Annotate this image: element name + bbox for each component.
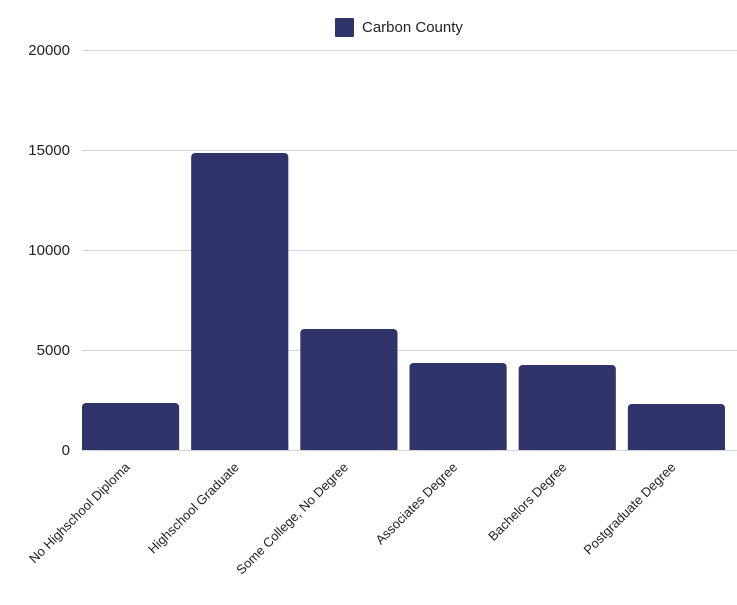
y-tick-label: 20000 bbox=[28, 42, 70, 59]
x-tick-label: No Highschool Diploma bbox=[26, 459, 133, 566]
x-tick-label: Associates Degree bbox=[372, 460, 460, 548]
y-tick-label: 15000 bbox=[28, 142, 70, 159]
bar-base bbox=[409, 445, 507, 450]
bar bbox=[409, 363, 507, 450]
legend-label: Carbon County bbox=[362, 19, 463, 36]
x-axis-labels: No Highschool Diploma Highschool Graduate… bbox=[26, 459, 678, 577]
legend: Carbon County bbox=[335, 18, 463, 37]
bar-base bbox=[627, 445, 725, 450]
y-tick-label: 0 bbox=[62, 442, 70, 459]
bar bbox=[82, 403, 180, 450]
x-tick-label: Postgraduate Degree bbox=[581, 460, 679, 558]
bar bbox=[627, 404, 725, 450]
x-tick-label: Some College, No Degree bbox=[233, 460, 351, 578]
legend-swatch bbox=[335, 18, 354, 37]
x-tick-label: Bachelors Degree bbox=[485, 460, 569, 544]
bar bbox=[191, 153, 289, 450]
bar-base bbox=[518, 445, 616, 450]
bars bbox=[82, 153, 725, 450]
bar-base bbox=[82, 445, 180, 450]
bar bbox=[300, 329, 398, 450]
x-tick-label: Highschool Graduate bbox=[145, 460, 242, 557]
bar-base bbox=[191, 445, 289, 450]
bar bbox=[518, 365, 616, 450]
y-axis-ticks: 0 5000 10000 15000 20000 bbox=[28, 42, 70, 459]
bar-base bbox=[300, 445, 398, 450]
y-tick-label: 10000 bbox=[28, 242, 70, 259]
y-tick-label: 5000 bbox=[37, 342, 70, 359]
